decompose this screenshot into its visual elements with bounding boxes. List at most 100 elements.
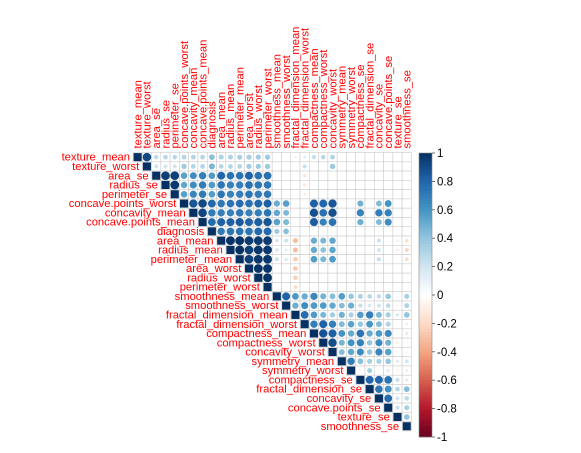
grid-cell (309, 272, 319, 283)
diagonal-mark (142, 162, 151, 171)
grid-cell (355, 189, 366, 200)
correlation-point (404, 396, 410, 401)
diagonal-mark (319, 338, 328, 347)
colorbar-segment (419, 243, 432, 248)
correlation-point (338, 311, 345, 318)
grid-cell (299, 217, 310, 228)
correlation-point (294, 155, 297, 159)
colorbar-segment (419, 272, 432, 276)
grid-cell (355, 282, 366, 293)
colorbar-segment (419, 357, 432, 361)
correlation-point (263, 254, 272, 264)
correlation-point (367, 358, 373, 364)
correlation-point (338, 321, 345, 328)
correlation-point (235, 217, 244, 227)
correlation-point (198, 172, 207, 180)
grid-cell (299, 272, 310, 283)
grid-cell (364, 282, 375, 293)
colorbar-segment (419, 320, 432, 324)
correlation-point (403, 312, 410, 318)
correlation-point (375, 330, 383, 337)
grid-cell (327, 263, 338, 274)
colorbar-segment (419, 306, 432, 310)
correlation-point (357, 311, 364, 319)
diagonal-mark (384, 403, 393, 412)
colorbar-segment (419, 275, 432, 279)
colorbar-segment (419, 280, 432, 284)
grid-cell (318, 263, 329, 274)
correlation-point (357, 293, 363, 299)
grid-cell (383, 226, 394, 237)
correlation-point (319, 208, 328, 217)
grid-cell (336, 207, 347, 218)
diagonal-mark (347, 366, 356, 375)
grid-cell (364, 152, 375, 163)
correlation-point (365, 375, 374, 384)
colorbar-segment (419, 297, 432, 301)
correlation-point (320, 237, 327, 244)
correlation-point (404, 247, 409, 253)
correlation-point (358, 303, 363, 308)
grid-cell (327, 226, 338, 237)
correlation-point (235, 171, 244, 180)
grid-cell (392, 217, 403, 228)
correlation-point (405, 331, 409, 336)
correlation-point (303, 155, 307, 159)
colorbar-tick-label: 1 (437, 148, 443, 160)
correlation-point (263, 264, 272, 273)
correlation-point (302, 173, 307, 178)
correlation-point (218, 154, 224, 160)
grid-cell (290, 180, 301, 190)
diagonal-mark (207, 227, 216, 236)
grid-cell (336, 170, 347, 181)
correlation-point (404, 303, 410, 309)
grid-cell (355, 161, 366, 172)
colorbar-segment (419, 323, 432, 327)
grid-cell (299, 207, 310, 218)
correlation-point (207, 218, 216, 227)
correlation-point (263, 273, 272, 283)
correlation-point (253, 254, 263, 264)
correlation-point (404, 238, 409, 243)
row-label: radius_mean (158, 245, 223, 257)
colorbar-segment (419, 175, 432, 179)
correlation-point (329, 237, 336, 244)
grid-cell (373, 263, 384, 274)
correlation-point (303, 183, 307, 187)
row-label: fractal_dimension_worst (176, 319, 298, 331)
diagonal-mark (309, 329, 318, 338)
grid-cell (383, 263, 394, 274)
correlation-point (217, 218, 226, 227)
correlation-point (366, 339, 373, 346)
grid-cell (401, 217, 412, 228)
correlation-point (172, 154, 178, 160)
colorbar-segment (419, 221, 432, 225)
row-label: symmetry_mean (251, 356, 334, 368)
correlation-point (330, 154, 335, 160)
correlation-point (198, 199, 207, 208)
colorbar-segment (419, 329, 432, 333)
correlation-point (357, 200, 364, 207)
column-label: radius_mean (225, 84, 237, 149)
column-label: fractal_dimension_worst (299, 27, 311, 149)
grid-cell (299, 254, 310, 265)
correlation-point (245, 190, 253, 199)
correlation-point (319, 329, 328, 338)
row-label: texture_mean (62, 152, 130, 164)
column-label: compactness_mean (309, 48, 321, 148)
grid-cell (281, 180, 292, 190)
correlation-point (226, 209, 235, 217)
colorbar-segment (419, 314, 432, 319)
colorbar-segment (419, 400, 432, 404)
row-label: area_mean (157, 235, 214, 247)
colorbar-segment (419, 218, 432, 222)
correlation-point (282, 292, 291, 301)
grid-cell (346, 180, 357, 190)
grid-cell (355, 272, 366, 283)
column-label: smoothness_mean (272, 54, 284, 149)
colorbar-segment (419, 215, 432, 219)
grid-cell (383, 161, 394, 172)
colorbar-segment (419, 201, 432, 205)
correlation-point (263, 209, 272, 217)
column-label: area_se (151, 108, 163, 148)
